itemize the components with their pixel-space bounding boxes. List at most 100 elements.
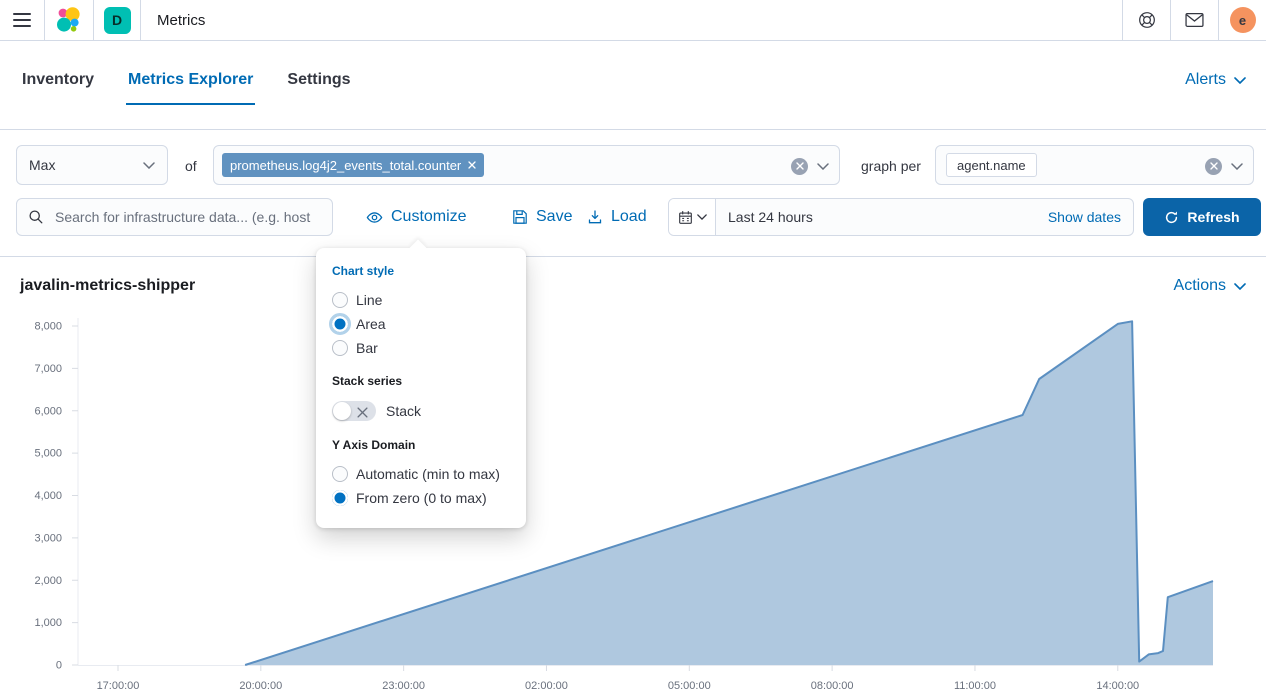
alerts-label: Alerts bbox=[1185, 71, 1226, 88]
clear-icon[interactable] bbox=[791, 157, 808, 175]
alerts-dropdown[interactable]: Alerts bbox=[1185, 65, 1246, 89]
group-box-controls bbox=[1205, 146, 1243, 186]
toggle-off-switch[interactable] bbox=[332, 401, 376, 421]
chart-header: javalin-metrics-shipper Actions bbox=[20, 277, 1246, 295]
radio-option-line[interactable]: Line bbox=[332, 288, 510, 312]
svg-text:6,000: 6,000 bbox=[34, 405, 62, 417]
search-icon bbox=[29, 210, 43, 224]
save-icon bbox=[513, 210, 527, 224]
tab-metrics-explorer[interactable]: Metrics Explorer bbox=[126, 65, 256, 105]
stack-toggle-row[interactable]: Stack bbox=[332, 398, 510, 424]
search-box bbox=[16, 198, 333, 236]
page-title: Metrics bbox=[157, 11, 206, 29]
svg-text:11:00:00: 11:00:00 bbox=[954, 680, 996, 692]
top-bar: D Metrics e bbox=[0, 0, 1266, 41]
menu-button[interactable] bbox=[0, 0, 45, 40]
date-picker: Last 24 hours Show dates bbox=[668, 198, 1134, 236]
radio-unchecked-icon bbox=[332, 466, 348, 482]
metrics-controls: Max of prometheus.log4j2_events_total.co… bbox=[0, 131, 1266, 257]
svg-text:02:00:00: 02:00:00 bbox=[525, 680, 568, 692]
metric-tag-label: prometheus.log4j2_events_total.counter bbox=[230, 157, 462, 173]
svg-text:7,000: 7,000 bbox=[34, 363, 62, 375]
time-range-value[interactable]: Last 24 hours bbox=[728, 209, 813, 225]
space-badge: D bbox=[103, 6, 131, 34]
quick-select-button[interactable] bbox=[669, 199, 716, 235]
chevron-down-icon bbox=[696, 214, 707, 220]
actions-label: Actions bbox=[1173, 277, 1226, 294]
svg-text:2,000: 2,000 bbox=[34, 575, 62, 587]
aggregation-value: Max bbox=[29, 157, 56, 173]
radio-option-area[interactable]: Area bbox=[329, 312, 510, 336]
refresh-icon bbox=[1166, 211, 1178, 223]
graph-per-label: graph per bbox=[861, 158, 921, 174]
group-by-tag[interactable]: agent.name bbox=[946, 153, 1037, 177]
customize-popover: Chart style Line Area Bar Stack series S… bbox=[316, 239, 526, 528]
tag-close-icon[interactable] bbox=[468, 161, 476, 169]
calendar-icon bbox=[678, 210, 692, 224]
aggregation-select[interactable]: Max bbox=[16, 145, 168, 185]
save-button[interactable]: Save bbox=[512, 198, 572, 236]
elastic-logo[interactable] bbox=[45, 0, 94, 40]
customize-button[interactable]: Customize bbox=[366, 198, 467, 236]
group-by-combobox[interactable]: agent.name bbox=[935, 145, 1254, 185]
y-axis-domain-heading: Y Axis Domain bbox=[332, 438, 416, 452]
svg-text:14:00:00: 14:00:00 bbox=[1096, 680, 1139, 692]
top-bar-right: e bbox=[1122, 0, 1266, 40]
radio-unchecked-icon bbox=[332, 292, 348, 308]
svg-text:08:00:00: 08:00:00 bbox=[811, 680, 854, 692]
toggle-off-icon bbox=[357, 405, 368, 423]
user-menu-button[interactable]: e bbox=[1218, 0, 1266, 40]
search-input[interactable] bbox=[16, 198, 333, 236]
radio-checked-icon bbox=[332, 490, 348, 506]
svg-text:1,000: 1,000 bbox=[34, 617, 62, 629]
space-selector[interactable]: D bbox=[94, 0, 141, 40]
toggle-knob bbox=[333, 402, 351, 420]
stack-toggle-label: Stack bbox=[386, 403, 422, 419]
svg-text:8,000: 8,000 bbox=[34, 321, 62, 333]
radio-checked-icon bbox=[329, 313, 351, 335]
actions-dropdown[interactable]: Actions bbox=[1174, 277, 1246, 295]
customize-label: Customize bbox=[391, 208, 467, 225]
hamburger-icon bbox=[13, 13, 31, 27]
radio-option-from-zero[interactable]: From zero (0 to max) bbox=[332, 486, 510, 510]
chevron-down-icon[interactable] bbox=[1231, 162, 1243, 170]
load-label: Load bbox=[611, 208, 647, 225]
radio-option-bar[interactable]: Bar bbox=[332, 336, 510, 360]
app-nav: Inventory Metrics Explorer Settings Aler… bbox=[0, 41, 1266, 130]
clear-icon[interactable] bbox=[1205, 157, 1222, 175]
help-button[interactable] bbox=[1122, 0, 1170, 40]
radio-option-automatic[interactable]: Automatic (min to max) bbox=[332, 462, 510, 486]
metric-tag[interactable]: prometheus.log4j2_events_total.counter bbox=[222, 153, 485, 177]
metric-box-controls bbox=[791, 146, 829, 186]
svg-text:20:00:00: 20:00:00 bbox=[239, 680, 282, 692]
chart-title: javalin-metrics-shipper bbox=[20, 277, 196, 294]
save-label: Save bbox=[536, 208, 573, 225]
svg-text:23:00:00: 23:00:00 bbox=[382, 680, 425, 692]
svg-text:17:00:00: 17:00:00 bbox=[97, 680, 140, 692]
chevron-down-icon bbox=[143, 161, 155, 169]
elastic-logo-icon bbox=[57, 7, 80, 32]
svg-text:05:00:00: 05:00:00 bbox=[668, 680, 711, 692]
tab-inventory[interactable]: Inventory bbox=[22, 71, 95, 88]
newsfeed-button[interactable] bbox=[1170, 0, 1218, 40]
chevron-down-icon bbox=[1234, 282, 1246, 290]
svg-text:3,000: 3,000 bbox=[34, 532, 62, 544]
metric-combobox[interactable]: prometheus.log4j2_events_total.counter bbox=[213, 145, 840, 185]
chart-section: javalin-metrics-shipper Actions 0 1,000 2,… bbox=[0, 257, 1266, 700]
eye-icon bbox=[366, 211, 383, 223]
stack-series-heading: Stack series bbox=[332, 374, 403, 388]
svg-text:5,000: 5,000 bbox=[34, 448, 62, 460]
chart-style-heading: Chart style bbox=[332, 264, 395, 278]
load-button[interactable]: Load bbox=[587, 198, 647, 236]
svg-text:0: 0 bbox=[56, 660, 62, 672]
download-icon bbox=[588, 210, 602, 224]
radio-unchecked-icon bbox=[332, 340, 348, 356]
chevron-down-icon bbox=[1234, 76, 1246, 84]
refresh-button[interactable]: Refresh bbox=[1143, 198, 1261, 236]
chevron-down-icon[interactable] bbox=[817, 162, 829, 170]
area-chart-canvas[interactable]: 0 1,000 2,000 3,000 4,000 5,000 6,000 7,000 8,00… bbox=[0, 305, 1266, 700]
show-dates-link[interactable]: Show dates bbox=[1047, 209, 1121, 225]
tab-settings[interactable]: Settings bbox=[287, 71, 351, 88]
of-label: of bbox=[185, 158, 197, 174]
